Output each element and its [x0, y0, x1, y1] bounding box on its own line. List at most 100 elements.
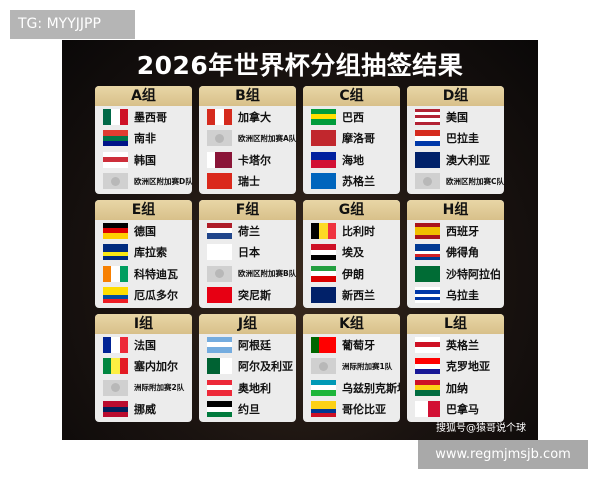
group-card: F组 荷兰 日本 欧洲区附加赛B队 突尼斯	[199, 200, 296, 308]
group-card: K组葡萄牙洲际附加赛1队乌兹别克斯坦哥伦比亚	[303, 314, 400, 422]
group-header: G组	[303, 200, 400, 220]
team-name: 比利时	[342, 224, 375, 238]
team-name: 巴西	[342, 110, 364, 124]
flag-icon	[103, 130, 128, 147]
group-header: B组	[199, 86, 296, 106]
flag-icon	[311, 379, 336, 396]
team-row: 欧洲区附加赛B队	[199, 263, 296, 285]
group-card: A组 墨西哥 南非 韩国 欧洲区附加赛D队	[95, 86, 192, 194]
team-row: 沙特阿拉伯	[407, 263, 504, 285]
team-row: 海地	[303, 149, 400, 171]
team-name: 克罗地亚	[446, 360, 490, 374]
placeholder-flag-icon	[103, 173, 128, 190]
team-row: 伊朗	[303, 263, 400, 285]
group-card: E组 德国 库拉索科特迪瓦厄瓜多尔	[95, 200, 192, 308]
flag-icon	[311, 401, 336, 418]
flag-icon	[415, 379, 440, 396]
team-name: 科特迪瓦	[134, 267, 178, 281]
flag-icon	[415, 336, 440, 353]
group-header: E组	[95, 200, 192, 220]
flag-icon	[415, 358, 440, 375]
flag-icon	[103, 222, 128, 239]
flag-icon	[415, 130, 440, 147]
flag-icon	[103, 358, 128, 375]
flag-icon	[207, 358, 232, 375]
flag-icon	[103, 401, 128, 418]
team-row: 巴拉圭	[407, 128, 504, 150]
flag-icon	[207, 173, 232, 190]
team-row: 科特迪瓦	[95, 263, 192, 285]
placeholder-flag-icon	[103, 379, 128, 396]
flag-icon	[311, 244, 336, 261]
team-name: 伊朗	[342, 267, 364, 281]
group-header: D组	[407, 86, 504, 106]
team-row: 西班牙	[407, 220, 504, 242]
team-name: 法国	[134, 338, 156, 352]
team-name: 乌拉圭	[446, 289, 479, 303]
team-name: 欧洲区附加赛C队	[446, 176, 504, 186]
team-name: 南非	[134, 132, 156, 146]
team-name: 欧洲区附加赛D队	[134, 176, 192, 186]
team-name: 加纳	[446, 381, 468, 395]
team-row: 库拉索	[95, 242, 192, 264]
group-card: I组 法国 塞内加尔 洲际附加赛2队 挪威	[95, 314, 192, 422]
team-name: 厄瓜多尔	[134, 289, 178, 303]
team-row: 厄瓜多尔	[95, 285, 192, 307]
flag-icon	[103, 108, 128, 125]
team-row: 巴西	[303, 106, 400, 128]
flag-icon	[415, 401, 440, 418]
team-row: 塞内加尔	[95, 356, 192, 378]
flag-icon	[207, 222, 232, 239]
team-name: 突尼斯	[238, 289, 271, 303]
team-row: 南非	[95, 128, 192, 150]
team-name: 荷兰	[238, 224, 260, 238]
team-name: 欧洲区附加赛B队	[238, 269, 296, 279]
team-name: 约旦	[238, 403, 260, 417]
team-row: 卡塔尔	[199, 149, 296, 171]
team-row: 日本	[199, 242, 296, 264]
team-row: 埃及	[303, 242, 400, 264]
team-row: 约旦	[199, 399, 296, 421]
watermark: www.regmjmsjb.com	[418, 440, 588, 469]
group-header: J组	[199, 314, 296, 334]
team-name: 挪威	[134, 403, 156, 417]
flag-icon	[207, 151, 232, 168]
flag-icon	[207, 287, 232, 304]
group-header: I组	[95, 314, 192, 334]
team-row: 德国	[95, 220, 192, 242]
team-name: 阿根廷	[238, 338, 271, 352]
group-card: G组 比利时 埃及 伊朗 新西兰	[303, 200, 400, 308]
team-row: 阿根廷	[199, 334, 296, 356]
group-header: K组	[303, 314, 400, 334]
team-name: 奥地利	[238, 381, 271, 395]
draw-results-poster: 2026年世界杯分组抽签结果 A组 墨西哥 南非 韩国 欧洲区附加赛D队 B组 加拿大 欧洲区…	[62, 40, 538, 440]
team-row: 澳大利亚	[407, 149, 504, 171]
team-row: 苏格兰	[303, 171, 400, 193]
team-row: 阿尔及利亚	[199, 356, 296, 378]
flag-icon	[103, 336, 128, 353]
team-name: 卡塔尔	[238, 153, 271, 167]
team-row: 克罗地亚	[407, 356, 504, 378]
flag-icon	[103, 151, 128, 168]
team-name: 韩国	[134, 153, 156, 167]
team-name: 西班牙	[446, 224, 479, 238]
flag-icon	[415, 287, 440, 304]
placeholder-flag-icon	[415, 173, 440, 190]
team-row: 奥地利	[199, 377, 296, 399]
team-row: 韩国	[95, 149, 192, 171]
source-credit: 搜狐号@猿哥说个球	[436, 423, 526, 434]
flag-icon	[207, 108, 232, 125]
team-name: 佛得角	[446, 246, 479, 260]
flag-icon	[311, 151, 336, 168]
flag-icon	[207, 401, 232, 418]
team-row: 加拿大	[199, 106, 296, 128]
flag-icon	[311, 130, 336, 147]
team-name: 沙特阿拉伯	[446, 267, 501, 281]
team-name: 苏格兰	[342, 175, 375, 189]
flag-icon	[103, 287, 128, 304]
team-name: 乌兹别克斯坦	[342, 381, 400, 395]
team-name: 塞内加尔	[134, 360, 178, 374]
team-name: 瑞士	[238, 175, 260, 189]
flag-icon	[415, 108, 440, 125]
team-row: 欧洲区附加赛C队	[407, 171, 504, 193]
